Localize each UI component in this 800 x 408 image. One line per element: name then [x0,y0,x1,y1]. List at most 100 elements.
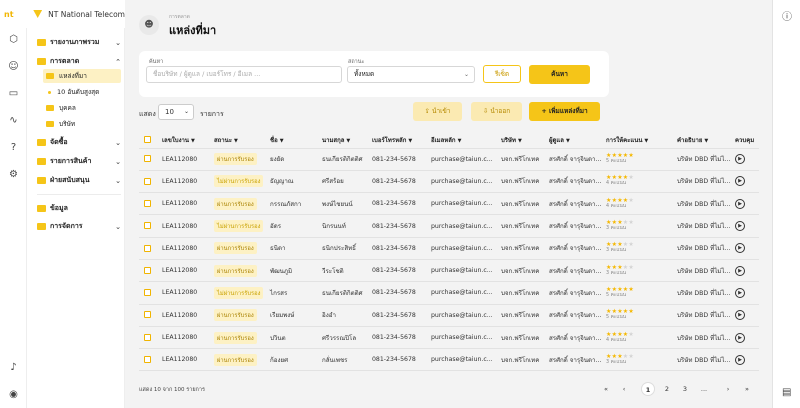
star-icon: ★ [606,263,612,271]
export-button[interactable]: ⇩ นำออก [471,102,522,121]
col-owner[interactable]: ผู้ดูแล ▼ [546,132,603,149]
last-page-button[interactable]: » [745,385,749,393]
col-status[interactable]: สถานะ ▼ [211,132,267,149]
cell-status: ผ่านการรับรอง [211,237,267,260]
breadcrumb[interactable]: การตลาด [169,14,190,20]
add-source-button[interactable]: + เพิ่มแหล่งที่มา [529,102,600,121]
next-page-button[interactable]: › [726,385,730,393]
view-detail-icon[interactable]: ▶ [735,310,745,321]
view-detail-icon[interactable]: ▶ [735,221,745,232]
account-icon[interactable]: ◉ [9,389,18,400]
sidebar-item-persons[interactable]: บุคคล [43,101,121,115]
select-all-checkbox[interactable] [139,132,159,149]
row-checkbox[interactable] [139,214,159,238]
sort-icon[interactable]: ▼ [517,137,522,144]
sort-icon[interactable]: ▼ [279,137,284,144]
help-icon[interactable]: ? [10,142,17,153]
star-icon: ★ [617,330,623,338]
row-checkbox[interactable] [139,348,159,372]
col-id[interactable]: เลขใบงาน ▼ [159,132,211,149]
sort-icon[interactable]: ▼ [234,137,238,144]
star-icon: ★ [622,263,629,271]
page-2-button[interactable]: 2 [664,385,670,393]
icon-rail: ⬡ ☺ ▭ ∿ ? ⚙ ♪ ◉ [0,28,27,408]
chart-icon[interactable]: ∿ [9,115,18,126]
search-input[interactable]: ชื่อบริษัท / ผู้ดูแล / เบอร์โทร / อีเมล … [146,66,342,83]
star-icon: ★ [622,241,629,249]
info-icon[interactable]: ⓘ [782,12,792,23]
view-detail-icon[interactable]: ▶ [735,287,745,298]
cell-rating: ★★★★★ 4 คะแนน [603,192,674,216]
row-checkbox[interactable] [139,259,159,283]
sidebar-section-purchasing[interactable]: จัดซื้อ ⌄ [37,137,121,148]
sort-icon[interactable]: ▼ [190,137,195,144]
row-checkbox[interactable] [139,237,159,260]
col-rating[interactable]: การให้คะแนน ▼ [603,132,674,149]
gear-icon[interactable]: ⚙ [9,169,18,180]
import-button[interactable]: ⇪ นำเข้า [413,102,462,121]
view-detail-icon[interactable]: ▶ [735,243,745,254]
sidebar-section-management[interactable]: การจัดการ ⌄ [37,221,121,232]
cell-id: LEA112080 [159,192,211,216]
col-phone[interactable]: เบอร์โทรหลัก ▼ [369,132,428,149]
sidebar-section-support[interactable]: ฝ่ายสนับสนุน ⌄ [37,175,121,186]
col-first-name[interactable]: ชื่อ ▼ [267,132,319,149]
cube-icon[interactable]: ⬡ [9,34,18,45]
search-button[interactable]: ค้นหา [529,65,590,84]
sort-icon[interactable]: ▼ [408,137,413,144]
col-last-name[interactable]: นามสกุล ▼ [319,132,369,149]
cell-last-name: นิกรนนท์ [319,214,369,238]
col-company[interactable]: บริษัท ▼ [498,132,546,149]
filter-card: ค้นหา ชื่อบริษัท / ผู้ดูแล / เบอร์โทร / … [139,51,609,97]
cell-last-name: พงษ์ไชยนน์ [319,192,369,216]
star-icon: ★ [628,152,634,160]
sort-icon[interactable]: ▼ [565,137,570,144]
sidebar-section-marketing[interactable]: การตลาด ⌃ [37,56,121,67]
row-checkbox[interactable] [139,148,159,171]
sidebar-section-overview[interactable]: รายงานภาพรวม ⌄ [37,37,121,48]
cell-email: purchase@taiun.c... [428,214,498,238]
view-detail-icon[interactable]: ▶ [735,354,745,365]
sort-icon[interactable]: ▼ [704,137,709,144]
sort-icon[interactable]: ▼ [644,137,649,144]
cell-last-name: ธนเกียรติกิตติศ [319,148,369,171]
rating-stars: ★★★★★ [606,263,674,271]
sort-icon[interactable]: ▼ [457,137,462,144]
sidebar-item-companies[interactable]: บริษัท [43,117,121,131]
prev-page-button[interactable]: ‹ [622,385,626,393]
sort-icon[interactable]: ▼ [346,137,351,144]
first-page-button[interactable]: « [604,385,608,393]
row-checkbox[interactable] [139,170,159,194]
rating-count: 5 คะแนน [606,159,627,165]
view-detail-icon[interactable]: ▶ [735,176,745,187]
star-icon: ★ [611,241,618,249]
sidebar-item-sources[interactable]: แหล่งที่มา [43,69,121,83]
row-checkbox[interactable] [139,281,159,305]
row-checkbox[interactable] [139,192,159,216]
reset-button[interactable]: รีเซ็ต [483,65,521,83]
clipboard-icon[interactable]: ▤ [782,387,792,398]
sidebar-item-top10[interactable]: 10 อันดับสูงสุด [43,85,121,99]
rating-stars: ★★★★★ [606,175,674,181]
col-email[interactable]: อีเมลหลัก ▼ [428,132,498,149]
sidebar-section-data[interactable]: ข้อมูล [37,203,121,214]
people-icon: ☻ [139,15,159,35]
view-detail-icon[interactable]: ▶ [735,332,745,343]
view-detail-icon[interactable]: ▶ [735,265,745,276]
sidebar-section-products[interactable]: รายการสินค้า ⌄ [37,156,121,167]
status-select[interactable]: ทั้งหมด ⌄ [347,66,475,83]
star-icon: ★ [606,241,612,249]
folder-icon[interactable]: ▭ [8,88,19,99]
row-checkbox[interactable] [139,304,159,327]
col-description[interactable]: คำอธิบาย ▼ [674,132,732,149]
bell-icon[interactable]: ♪ [10,362,17,373]
user-icon[interactable]: ☺ [8,61,19,72]
star-icon: ★ [622,352,629,360]
folder-icon [37,223,46,230]
page-3-button[interactable]: 3 [682,385,688,393]
view-detail-icon[interactable]: ▶ [735,198,745,209]
page-1-button[interactable]: 1 [641,382,655,396]
view-detail-icon[interactable]: ▶ [735,154,745,165]
per-page-select[interactable]: 10 ⌄ [158,104,194,120]
row-checkbox[interactable] [139,326,159,350]
